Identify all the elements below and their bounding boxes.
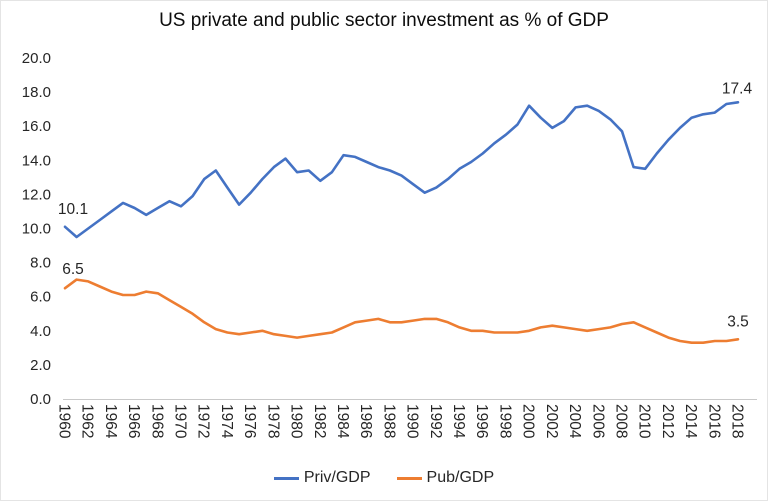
- x-tick-label: 2018: [729, 404, 746, 438]
- x-tick-label: 2016: [705, 404, 722, 438]
- data-label: 3.5: [727, 313, 749, 330]
- chart-title: US private and public sector investment …: [159, 10, 609, 31]
- x-tick-label: 1984: [334, 404, 351, 439]
- legend-label-pub: Pub/GDP: [426, 469, 495, 486]
- x-tick-label: 1966: [125, 404, 142, 438]
- legend-label-priv: Priv/GDP: [303, 469, 371, 486]
- y-tick-label: 20.0: [22, 50, 51, 67]
- x-tick-label: 2010: [636, 404, 653, 439]
- x-tick-label: 2014: [682, 404, 699, 439]
- y-tick-label: 12.0: [22, 186, 51, 203]
- x-tick-label: 2000: [520, 404, 537, 439]
- legend-item-pub: Pub/GDP: [396, 469, 495, 487]
- x-tick-label: 1998: [496, 404, 513, 438]
- x-tick-label: 1960: [56, 404, 73, 439]
- data-label: 6.5: [62, 261, 84, 278]
- x-tick-label: 1978: [264, 404, 281, 438]
- y-tick-label: 16.0: [22, 118, 51, 135]
- legend-item-priv: Priv/GDP: [273, 469, 371, 487]
- x-tick-label: 1992: [427, 404, 444, 438]
- x-tick-label: 1986: [357, 404, 374, 438]
- x-tick-label: 2012: [659, 404, 676, 438]
- y-tick-label: 8.0: [30, 255, 51, 272]
- x-tick-label: 1974: [218, 404, 235, 439]
- y-tick-label: 0.0: [30, 391, 51, 408]
- y-tick-label: 4.0: [30, 323, 51, 340]
- series-line-pub-gdp: [63, 278, 740, 345]
- x-tick-label: 1962: [79, 404, 96, 438]
- x-tick-label: 1994: [450, 404, 467, 439]
- x-tick-label: 1980: [288, 404, 305, 439]
- x-tick-label: 1968: [148, 404, 165, 438]
- x-tick-label: 1970: [172, 404, 189, 439]
- x-tick-label: 1996: [473, 404, 490, 438]
- y-tick-label: 18.0: [22, 84, 51, 101]
- series-line-priv-gdp: [63, 101, 740, 239]
- y-tick-label: 14.0: [22, 152, 51, 169]
- legend: Priv/GDP Pub/GDP: [1, 469, 767, 487]
- x-tick-label: 1982: [311, 404, 328, 438]
- x-tick-label: 2004: [566, 404, 583, 439]
- pub-line-swatch: [396, 476, 422, 480]
- y-tick-label: 2.0: [30, 357, 51, 374]
- x-tick-label: 2006: [589, 404, 606, 438]
- x-tick-label: 1988: [380, 404, 397, 438]
- data-label: 10.1: [58, 201, 88, 218]
- x-tick-label: 2008: [612, 404, 629, 438]
- x-tick-label: 2002: [543, 404, 560, 438]
- x-tick-label: 1972: [195, 404, 212, 438]
- y-tick-label: 6.0: [30, 289, 51, 306]
- data-label: 17.4: [722, 80, 753, 97]
- x-tick-label: 1976: [241, 404, 258, 438]
- x-tick-label: 1990: [404, 404, 421, 439]
- priv-line-swatch: [273, 476, 299, 480]
- y-tick-label: 10.0: [22, 221, 51, 238]
- x-tick-label: 1964: [102, 404, 119, 439]
